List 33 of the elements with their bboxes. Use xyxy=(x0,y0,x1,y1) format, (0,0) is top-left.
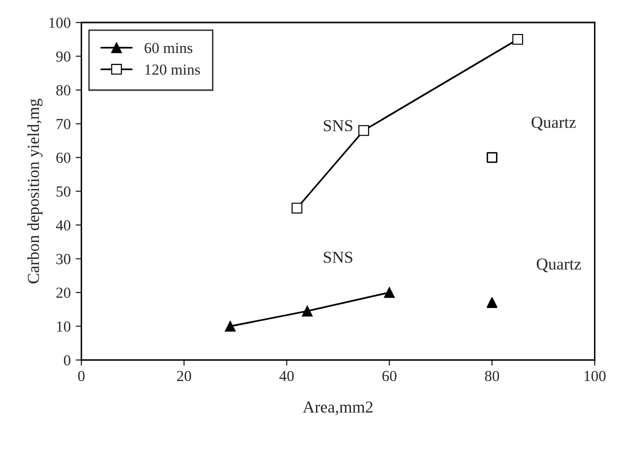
y-tick-label: 20 xyxy=(56,288,70,298)
point xyxy=(358,125,370,136)
y-tick-label: 0 xyxy=(64,355,70,366)
point xyxy=(302,306,313,316)
annotation: Quartz xyxy=(536,258,581,272)
x-tick-label: 60 xyxy=(382,370,396,382)
x-tick-label: 20 xyxy=(177,370,192,382)
y-tick-label: 70 xyxy=(56,118,70,130)
annotation: SNS xyxy=(324,252,352,263)
point xyxy=(292,202,302,214)
y-tick-label: 100 xyxy=(49,18,70,28)
y-tick-label: 60 xyxy=(56,152,70,163)
y-tick-label: 80 xyxy=(56,85,70,96)
point xyxy=(512,34,524,45)
legend-label: 60 mins xyxy=(144,42,192,54)
point xyxy=(224,320,236,332)
point xyxy=(384,287,395,298)
y-tick-label: 40 xyxy=(56,220,70,230)
x-axis-title: Area,mm2 xyxy=(302,401,373,416)
x-tick-label: 40 xyxy=(279,370,294,382)
x-tick-label: 80 xyxy=(484,370,500,382)
x-tick-label: 0 xyxy=(78,370,85,382)
point xyxy=(486,297,498,308)
annotation: Quartz xyxy=(532,116,576,130)
y-tick-label: 10 xyxy=(57,321,70,332)
annotation: SNS xyxy=(324,120,352,132)
y-tick-label: 90 xyxy=(56,51,70,62)
y-tick-label: 30 xyxy=(56,254,70,264)
point xyxy=(486,152,498,163)
legend-label: 120 mins xyxy=(145,64,200,75)
y-tick-label: 50 xyxy=(56,186,70,197)
y-axis-title: Carbon deposition yield,mg xyxy=(27,98,42,284)
x-tick-label: 100 xyxy=(584,370,606,382)
